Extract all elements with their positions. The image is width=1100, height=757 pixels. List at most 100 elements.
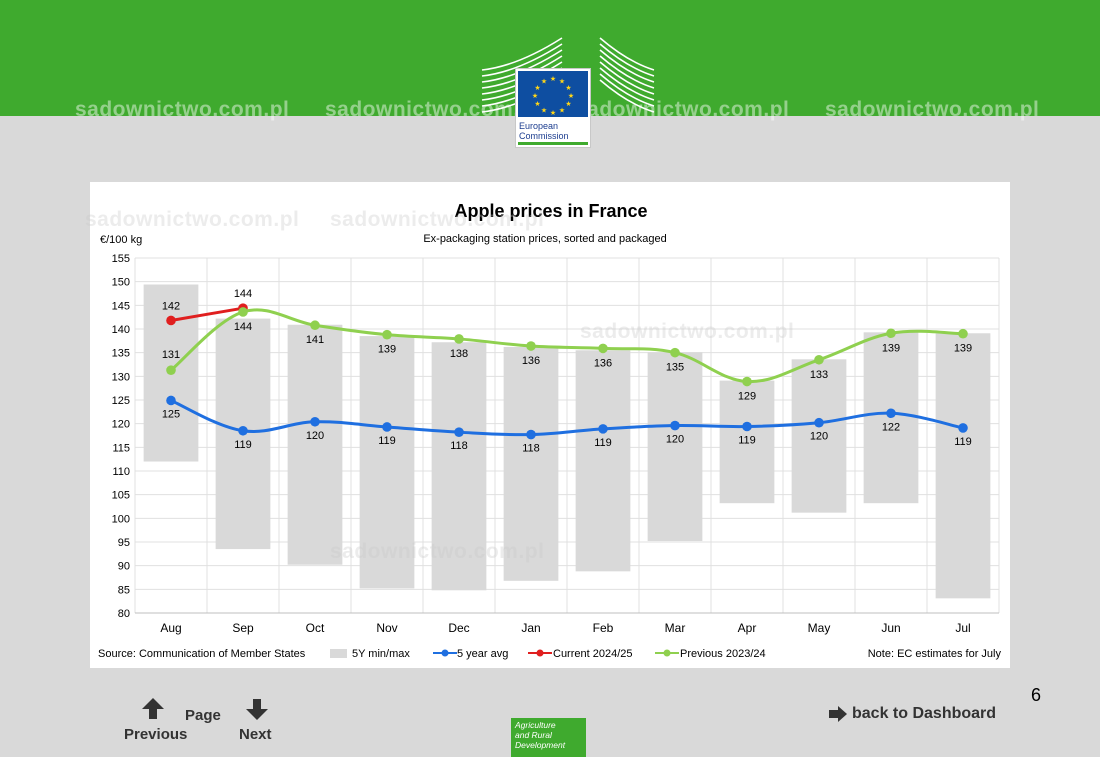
series-line (170, 399, 964, 437)
svg-text:★: ★ (550, 75, 556, 83)
data-label: 138 (450, 348, 468, 360)
previous-page-button[interactable]: Previous (124, 696, 188, 744)
y-tick-label: 85 (118, 584, 130, 596)
data-point (166, 395, 176, 406)
svg-text:★: ★ (559, 107, 565, 115)
range-bar (575, 350, 631, 572)
data-label: 118 (522, 443, 540, 455)
ec-logo-box: ★ ★ ★ ★ ★ ★ ★ ★ ★ ★ ★ ★ European Commission (515, 68, 591, 148)
watermark: sadownictwo.com.pl (325, 98, 540, 121)
data-point (454, 427, 464, 437)
data-label: 119 (954, 436, 972, 448)
range-bar (647, 352, 703, 542)
y-tick-label: 140 (112, 324, 130, 336)
range-bar (431, 342, 487, 591)
data-point (382, 422, 392, 432)
data-label: 136 (594, 357, 612, 369)
eu-flag-icon: ★ ★ ★ ★ ★ ★ ★ ★ ★ ★ ★ ★ (518, 71, 588, 117)
data-point (238, 425, 248, 436)
x-tick-label: Oct (306, 621, 325, 635)
range-bar (503, 346, 559, 581)
legend-marker-current (536, 649, 544, 657)
y-tick-label: 145 (112, 300, 130, 312)
watermark: sadownictwo.com.pl (330, 208, 545, 231)
chart-subtitle: Ex-packaging station prices, sorted and … (423, 233, 666, 245)
range-bar (359, 336, 415, 589)
data-label: 119 (378, 435, 396, 447)
data-point (454, 334, 464, 344)
legend-label-current: Current 2024/25 (553, 648, 633, 660)
watermark: sadownictwo.com.pl (85, 208, 300, 231)
data-label: 118 (450, 440, 468, 452)
data-label: 136 (522, 355, 540, 367)
data-label: 129 (738, 391, 756, 403)
data-point (670, 420, 680, 431)
data-label: 119 (738, 435, 756, 447)
data-point (886, 328, 896, 339)
back-to-dashboard-link[interactable]: back to Dashboard (828, 705, 996, 723)
x-tick-label: Feb (593, 621, 614, 635)
data-label: 144 (234, 321, 252, 333)
arrow-right-icon (829, 706, 847, 722)
apple-prices-chart: 125 119 120 119 118 118 119 120 119 120 122 119 142 1… (98, 201, 1002, 660)
data-point (310, 416, 320, 427)
european-commission-logo: ★ ★ ★ ★ ★ ★ ★ ★ ★ ★ ★ ★ European Commission (478, 36, 658, 148)
watermark: sadownictwo.com.pl (580, 320, 795, 343)
svg-text:★: ★ (550, 109, 556, 117)
x-tick-label: Jul (955, 621, 970, 635)
x-tick-label: Nov (376, 621, 397, 635)
next-page-button[interactable]: Next (238, 696, 278, 744)
svg-text:★: ★ (532, 92, 538, 100)
data-label: 119 (594, 437, 612, 449)
svg-text:★: ★ (559, 78, 565, 86)
data-point (526, 429, 536, 440)
range-bar (719, 380, 775, 504)
y-tick-label: 110 (112, 466, 130, 478)
x-tick-label: Apr (738, 621, 757, 635)
x-tick-label: Sep (232, 621, 254, 635)
source-text: Source: Communication of Member States (98, 648, 306, 660)
previous-label: Previous (124, 726, 188, 743)
legend-label-avg: 5 year avg (457, 648, 508, 660)
data-point (382, 329, 392, 340)
legend-marker-avg (441, 649, 449, 657)
y-tick-label: 125 (112, 395, 130, 407)
watermark: sadownictwo.com.pl (75, 98, 290, 121)
data-point (310, 320, 320, 331)
dashboard-label: back to Dashboard (852, 705, 997, 722)
range-bar (935, 333, 991, 599)
ec-logo-text: European Commission (519, 121, 569, 141)
data-label: 120 (306, 430, 324, 442)
legend-swatch-range (330, 649, 347, 658)
data-point (814, 417, 824, 428)
y-tick-label: 120 (112, 419, 130, 431)
svg-text:★: ★ (541, 78, 547, 86)
data-point (742, 421, 752, 432)
y-tick-label: 90 (118, 561, 130, 573)
arrow-up-icon (142, 698, 164, 719)
arrow-down-icon (246, 699, 268, 720)
watermark: sadownictwo.com.pl (825, 98, 1040, 121)
data-point (166, 315, 176, 326)
data-label: 135 (666, 362, 684, 374)
data-label: 122 (882, 421, 900, 433)
y-tick-label: 135 (112, 348, 130, 360)
range-bar (791, 359, 847, 513)
watermark: sadownictwo.com.pl (575, 98, 790, 121)
page-number: 6 (1031, 685, 1042, 705)
y-axis-unit: €/100 kg (100, 234, 142, 246)
data-label: 133 (810, 369, 828, 381)
x-tick-label: May (808, 621, 831, 635)
legend-label-range: 5Y min/max (352, 648, 410, 660)
data-label: 120 (810, 431, 828, 443)
svg-text:★: ★ (534, 84, 540, 92)
data-point (238, 307, 248, 317)
y-tick-label: 95 (118, 537, 130, 549)
y-tick-label: 150 (112, 277, 130, 289)
svg-text:★: ★ (534, 100, 540, 108)
data-point (526, 341, 536, 351)
next-label: Next (239, 726, 272, 743)
note-text: Note: EC estimates for July (868, 648, 1002, 660)
ec-logo-bar (518, 142, 588, 145)
data-point (166, 365, 176, 375)
